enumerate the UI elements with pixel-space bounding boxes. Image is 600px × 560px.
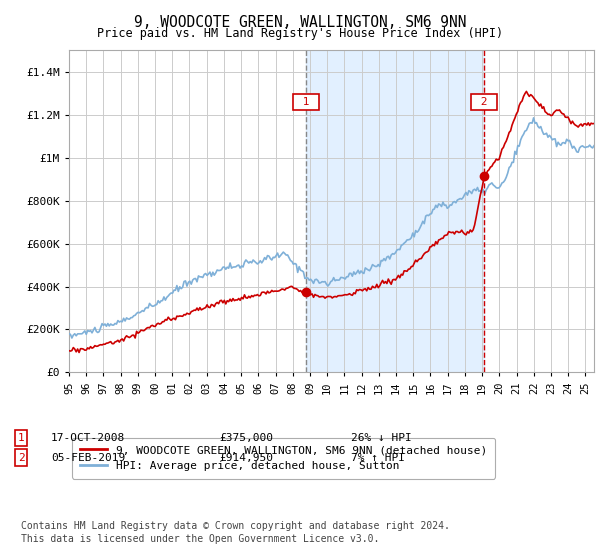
Bar <box>307 50 484 372</box>
Text: 9, WOODCOTE GREEN, WALLINGTON, SM6 9NN: 9, WOODCOTE GREEN, WALLINGTON, SM6 9NN <box>134 15 466 30</box>
Text: £914,950: £914,950 <box>219 452 273 463</box>
Text: Contains HM Land Registry data © Crown copyright and database right 2024.
This d: Contains HM Land Registry data © Crown c… <box>21 521 450 544</box>
Text: 05-FEB-2019: 05-FEB-2019 <box>51 452 125 463</box>
Text: 17-OCT-2008: 17-OCT-2008 <box>51 433 125 443</box>
Text: 7% ↑ HPI: 7% ↑ HPI <box>351 452 405 463</box>
Text: £375,000: £375,000 <box>219 433 273 443</box>
Text: Price paid vs. HM Land Registry's House Price Index (HPI): Price paid vs. HM Land Registry's House … <box>97 27 503 40</box>
Text: 1: 1 <box>296 97 316 107</box>
Text: 1: 1 <box>17 433 25 443</box>
Text: 26% ↓ HPI: 26% ↓ HPI <box>351 433 412 443</box>
Text: 2: 2 <box>473 97 494 107</box>
Legend: 9, WOODCOTE GREEN, WALLINGTON, SM6 9NN (detached house), HPI: Average price, det: 9, WOODCOTE GREEN, WALLINGTON, SM6 9NN (… <box>72 437 496 479</box>
Text: 2: 2 <box>17 452 25 463</box>
